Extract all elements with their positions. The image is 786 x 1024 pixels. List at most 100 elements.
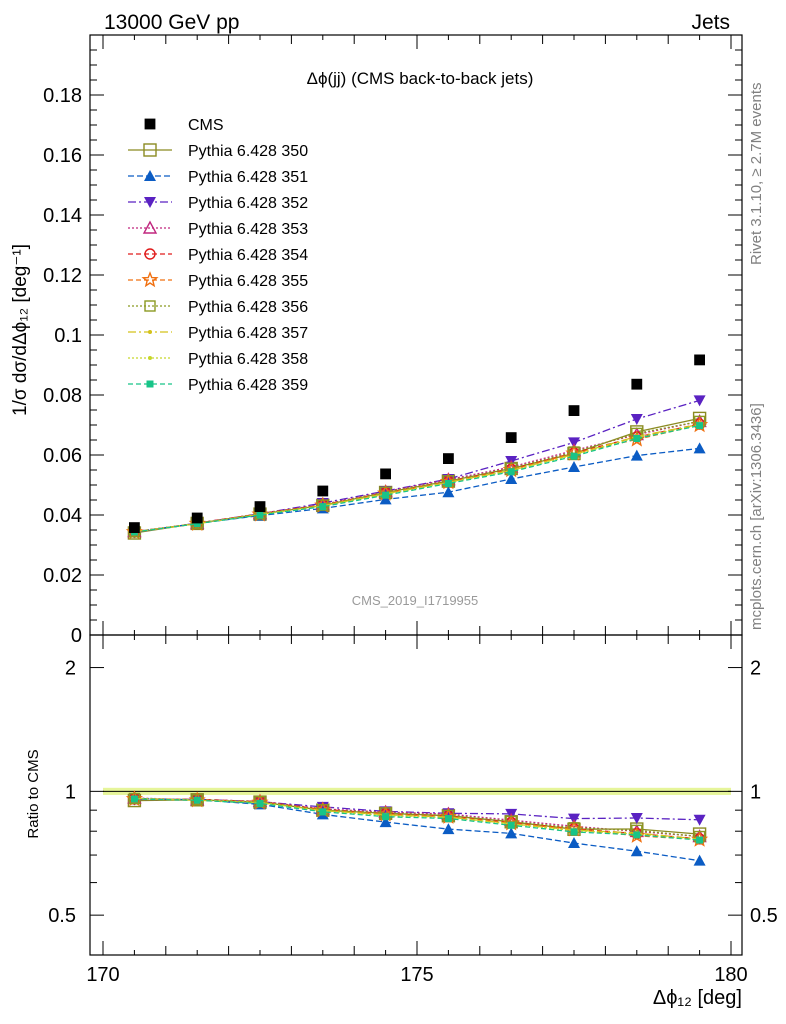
ratio-point — [570, 828, 578, 836]
data-point — [568, 405, 580, 416]
series-355 — [125, 416, 709, 540]
ratio-point — [444, 815, 452, 823]
ratio-point — [693, 854, 706, 866]
y-tick-label: 0.1 — [54, 325, 82, 347]
series-352 — [128, 395, 706, 539]
y-axis-label: 1/σ dσ/dΔϕ₁₂ [deg⁻¹] — [10, 244, 31, 416]
ratio-y-tick-label: 2 — [65, 658, 76, 680]
data-point — [505, 473, 518, 484]
legend-label: Pythia 6.428 355 — [188, 273, 308, 290]
legend-marker — [144, 300, 156, 312]
data-point — [505, 432, 517, 443]
series-356 — [128, 415, 706, 538]
data-point — [193, 520, 201, 528]
data-point — [380, 468, 391, 480]
legend-marker — [148, 330, 152, 334]
data-point — [319, 503, 327, 511]
ratio-line — [134, 797, 700, 838]
y-tick-label: 0.02 — [43, 565, 82, 587]
legend-label: Pythia 6.428 350 — [188, 143, 308, 160]
header-left: 13000 GeV pp — [104, 11, 239, 34]
legend-label: Pythia 6.428 356 — [188, 299, 308, 316]
data-point — [254, 501, 266, 512]
x-tick-label: 180 — [714, 964, 747, 986]
legend-label: Pythia 6.428 353 — [188, 221, 308, 238]
y-tick-label: 0.06 — [43, 445, 82, 467]
series-line — [134, 399, 700, 534]
y-tick-label: 0 — [71, 625, 82, 647]
ratio-series-359 — [130, 795, 704, 844]
series-354 — [128, 418, 706, 538]
data-point — [696, 422, 704, 430]
legend-marker — [144, 197, 156, 208]
legend-marker — [144, 170, 156, 181]
rivet-label: Rivet 3.1.10, ≥ 2.7M events — [748, 83, 765, 266]
ratio-point — [193, 796, 201, 804]
data-point — [256, 511, 264, 519]
data-point — [633, 435, 641, 442]
x-tick-label: 170 — [86, 964, 119, 986]
data-point — [444, 480, 452, 487]
x-axis-label: Δϕ₁₂ [deg] — [653, 987, 742, 1009]
legend-entry: Pythia 6.428 355 — [128, 271, 308, 290]
ratio-point — [693, 814, 706, 826]
y-tick-label: 0.16 — [43, 145, 82, 167]
legend-entry: Pythia 6.428 353 — [128, 220, 308, 238]
x-tick-label: 175 — [400, 964, 433, 986]
data-point — [570, 452, 578, 460]
y-tick-label: 0.08 — [43, 385, 82, 407]
ratio-point — [130, 795, 138, 803]
legend-label: CMS — [188, 117, 224, 134]
ratio-point — [379, 816, 392, 828]
ratio-line — [134, 797, 700, 841]
legend-entry: Pythia 6.428 359 — [128, 377, 308, 394]
ratio-line — [134, 798, 700, 840]
data-point — [693, 442, 706, 454]
legend-marker — [144, 248, 156, 260]
main-plot-area: 0 0.02 0.04 0.06 0.08 0.1 0.12 0.14 0.16 0.18 — [43, 34, 743, 647]
ratio-y-tick-label-right: 0.5 — [750, 905, 778, 927]
ratio-y-tick-label: 1 — [65, 781, 76, 803]
series-line — [134, 447, 700, 533]
ratio-y-tick-label: 0.5 — [48, 905, 76, 927]
series-line — [134, 420, 700, 533]
ratio-point — [507, 821, 515, 829]
ratio-plot-frame — [89, 634, 743, 956]
ratio-point — [630, 813, 643, 825]
legend-label: Pythia 6.428 357 — [188, 325, 308, 342]
legend-marker — [141, 271, 159, 288]
ratio-series-352 — [128, 794, 706, 826]
series-353 — [127, 413, 707, 538]
data-point — [630, 449, 643, 461]
data-point — [694, 354, 705, 366]
header-right: Jets — [691, 11, 730, 34]
legend-entry: Pythia 6.428 356 — [128, 299, 308, 316]
ratio-point — [256, 799, 264, 807]
data-point — [317, 485, 329, 497]
legend-label: Pythia 6.428 352 — [188, 195, 308, 212]
legend-label: Pythia 6.428 351 — [188, 169, 308, 186]
series-351 — [128, 442, 706, 537]
data-point — [693, 395, 706, 407]
ratio-point — [382, 813, 390, 821]
data-point — [129, 522, 140, 533]
series-line — [134, 417, 700, 534]
ratio-line — [134, 798, 700, 841]
data-point — [443, 453, 454, 464]
series-line — [134, 424, 700, 533]
legend-label: Pythia 6.428 359 — [188, 377, 308, 394]
ratio-point — [319, 808, 327, 816]
series-line — [134, 420, 700, 533]
ratio-point — [568, 837, 580, 849]
legend-entry: Pythia 6.428 354 — [128, 247, 308, 264]
legend-label: Pythia 6.428 358 — [188, 351, 308, 368]
legend-entry: Pythia 6.428 351 — [128, 169, 308, 186]
data-point — [191, 512, 203, 524]
ratio-plot-area: 170 175 180 0.5 0.5 1 1 2 2 — [48, 634, 778, 986]
legend-label: Pythia 6.428 354 — [188, 247, 308, 264]
ratio-point — [505, 827, 518, 839]
ratio-y-tick-label-right: 1 — [750, 781, 761, 803]
data-point — [631, 378, 643, 390]
data-point — [630, 414, 643, 425]
